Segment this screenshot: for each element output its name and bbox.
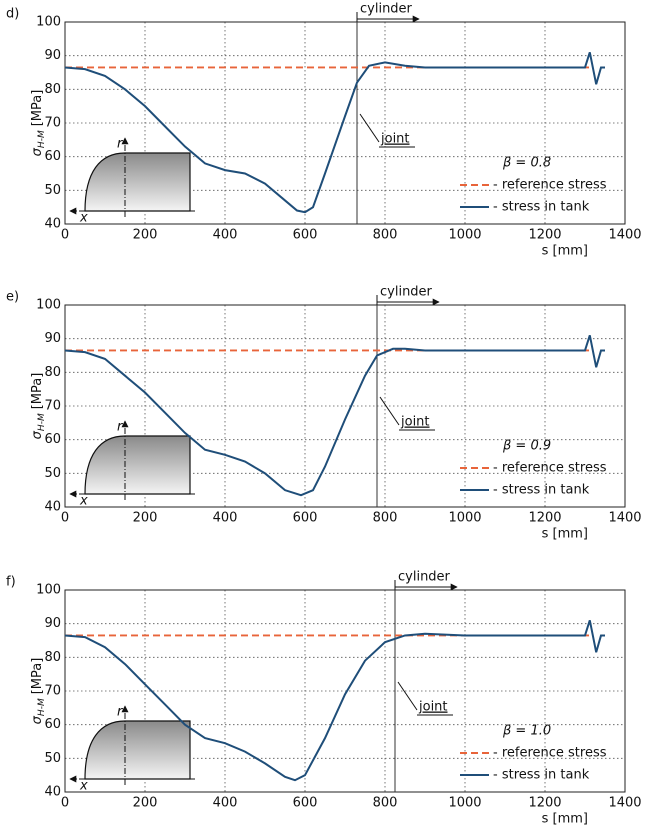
y-tick-label: 80 bbox=[44, 365, 61, 380]
y-tick-label: 90 bbox=[44, 616, 61, 631]
beta-label: β = 0.8 bbox=[502, 156, 551, 171]
joint-leader bbox=[397, 681, 418, 711]
y-tick-label: 50 bbox=[44, 466, 61, 481]
inset-label-x: x bbox=[79, 494, 88, 509]
inset-label-r: r bbox=[117, 420, 124, 435]
y-axis-label: σH-M [MPa] bbox=[30, 373, 47, 440]
cylinder-label: cylinder bbox=[380, 285, 433, 300]
stress-line bbox=[64, 619, 605, 782]
inset-shape bbox=[84, 152, 191, 212]
x-tick-label: 800 bbox=[373, 796, 398, 811]
x-tick-label: 0 bbox=[61, 796, 69, 811]
x-tick-label: 1200 bbox=[528, 796, 561, 811]
y-tick-label: 40 bbox=[44, 785, 61, 800]
legend-label: - reference stress bbox=[493, 746, 607, 761]
x-tick-label: 200 bbox=[133, 228, 158, 243]
x-axis-label: s [mm] bbox=[542, 244, 588, 259]
beta-label: β = 0.9 bbox=[502, 439, 551, 454]
x-axis-label: s [mm] bbox=[542, 812, 588, 827]
joint-label: joint bbox=[380, 132, 410, 147]
x-tick-label: 600 bbox=[293, 511, 318, 526]
legend-label: - reference stress bbox=[493, 178, 607, 193]
x-tick-label: 1000 bbox=[448, 511, 481, 526]
plot-frame bbox=[64, 589, 626, 793]
inset-label-x: x bbox=[79, 211, 88, 226]
y-tick-label: 80 bbox=[44, 650, 61, 665]
legend-label: - stress in tank bbox=[493, 483, 590, 498]
panel-label: f) bbox=[6, 575, 16, 590]
y-label-unit: [MPa] bbox=[30, 658, 45, 695]
legend-label: - stress in tank bbox=[493, 200, 590, 215]
x-tick-label: 1200 bbox=[528, 511, 561, 526]
panel-label: e) bbox=[6, 290, 19, 305]
y-label-subscript: H-M bbox=[37, 130, 47, 148]
plot-frame bbox=[64, 21, 626, 225]
y-tick-label: 90 bbox=[44, 48, 61, 63]
cylinder-label: cylinder bbox=[360, 2, 413, 17]
stress-line bbox=[64, 51, 605, 214]
x-tick-label: 200 bbox=[133, 511, 158, 526]
inset-shape bbox=[84, 435, 191, 495]
x-tick-label: 600 bbox=[293, 228, 318, 243]
x-tick-label: 800 bbox=[373, 511, 398, 526]
y-tick-label: 80 bbox=[44, 82, 61, 97]
y-tick-label: 70 bbox=[44, 116, 61, 131]
y-tick-label: 100 bbox=[36, 298, 61, 313]
x-tick-label: 0 bbox=[61, 511, 69, 526]
x-tick-label: 200 bbox=[133, 796, 158, 811]
y-tick-label: 50 bbox=[44, 751, 61, 766]
y-tick-label: 50 bbox=[44, 183, 61, 198]
inset-shape bbox=[84, 720, 191, 780]
joint-leader bbox=[379, 396, 400, 426]
y-label-subscript: H-M bbox=[37, 413, 47, 431]
x-tick-label: 1400 bbox=[608, 511, 641, 526]
panel-label: d) bbox=[6, 7, 19, 22]
x-tick-label: 1000 bbox=[448, 228, 481, 243]
y-label-subscript: H-M bbox=[37, 698, 47, 716]
inset-label-r: r bbox=[117, 137, 124, 152]
y-tick-label: 100 bbox=[36, 15, 61, 30]
x-tick-label: 600 bbox=[293, 796, 318, 811]
y-label-symbol: σ bbox=[30, 147, 45, 156]
plot-frame bbox=[64, 304, 626, 508]
x-tick-label: 1000 bbox=[448, 796, 481, 811]
y-tick-label: 60 bbox=[44, 717, 61, 732]
stress-line bbox=[64, 334, 605, 497]
x-tick-label: 800 bbox=[373, 228, 398, 243]
y-tick-label: 70 bbox=[44, 684, 61, 699]
y-label-unit: [MPa] bbox=[30, 373, 45, 410]
inset-label-x: x bbox=[79, 779, 88, 794]
y-tick-label: 60 bbox=[44, 432, 61, 447]
y-tick-label: 40 bbox=[44, 217, 61, 232]
joint-label: joint bbox=[400, 415, 430, 430]
joint-leader bbox=[359, 113, 380, 143]
legend-label: - reference stress bbox=[493, 461, 607, 476]
y-axis-label: σH-M [MPa] bbox=[30, 90, 47, 157]
x-axis-label: s [mm] bbox=[542, 527, 588, 542]
x-tick-label: 400 bbox=[213, 796, 238, 811]
y-axis-label: σH-M [MPa] bbox=[30, 658, 47, 725]
y-tick-label: 90 bbox=[44, 331, 61, 346]
x-tick-label: 400 bbox=[213, 511, 238, 526]
y-label-symbol: σ bbox=[30, 430, 45, 439]
y-tick-label: 40 bbox=[44, 500, 61, 515]
x-tick-label: 1400 bbox=[608, 796, 641, 811]
x-tick-label: 0 bbox=[61, 228, 69, 243]
beta-label: β = 1.0 bbox=[502, 724, 551, 739]
y-tick-label: 70 bbox=[44, 399, 61, 414]
y-tick-label: 100 bbox=[36, 583, 61, 598]
legend-label: - stress in tank bbox=[493, 768, 590, 783]
cylinder-label: cylinder bbox=[398, 570, 451, 585]
x-tick-label: 400 bbox=[213, 228, 238, 243]
joint-label: joint bbox=[418, 700, 448, 715]
y-label-symbol: σ bbox=[30, 715, 45, 724]
x-tick-label: 1200 bbox=[528, 228, 561, 243]
y-label-unit: [MPa] bbox=[30, 90, 45, 127]
y-tick-label: 60 bbox=[44, 149, 61, 164]
inset-label-r: r bbox=[117, 705, 124, 720]
x-tick-label: 1400 bbox=[608, 228, 641, 243]
